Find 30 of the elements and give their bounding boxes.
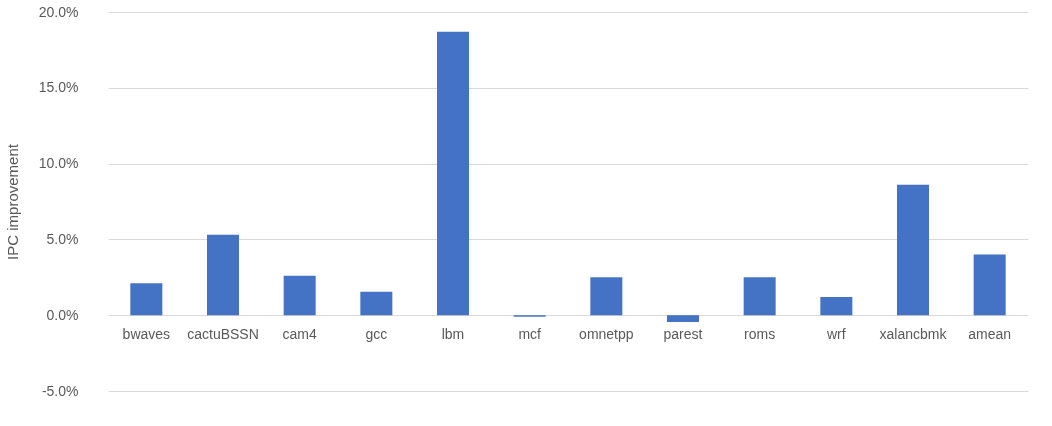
y-tick-label: 0.0%	[46, 306, 79, 323]
bar	[820, 297, 853, 316]
x-tick-label: xalancbmk	[879, 325, 948, 342]
y-tick-label: 5.0%	[46, 230, 79, 247]
bar	[207, 234, 239, 316]
y-tick-label: 15.0%	[38, 79, 79, 96]
bar	[590, 277, 623, 316]
y-tick-label: 20.0%	[38, 3, 79, 20]
x-tick-label: cam4	[282, 325, 317, 342]
x-tick-label: cactuBSSN	[187, 325, 259, 342]
y-tick-label: 10.0%	[38, 155, 79, 172]
x-tick-label: omnetpp	[579, 325, 634, 342]
bar	[667, 315, 699, 323]
y-axis-title: IPC improvement	[3, 143, 21, 260]
x-tick-label: mcf	[518, 325, 542, 342]
bar	[360, 291, 393, 316]
x-tick-label: amean	[968, 325, 1012, 342]
y-tick-label: -5.0%	[41, 382, 79, 399]
bar	[743, 277, 776, 316]
x-tick-label: gcc	[365, 325, 388, 342]
x-tick-label: wrf	[826, 325, 846, 342]
bar	[973, 254, 1006, 316]
bar	[283, 275, 316, 316]
bar	[897, 184, 929, 316]
x-tick-label: bwaves	[122, 325, 171, 342]
x-tick-label: parest	[663, 325, 703, 342]
bar	[437, 31, 469, 316]
x-tick-label: roms	[744, 325, 776, 342]
bar	[130, 283, 163, 316]
x-tick-label: lbm	[441, 325, 465, 342]
